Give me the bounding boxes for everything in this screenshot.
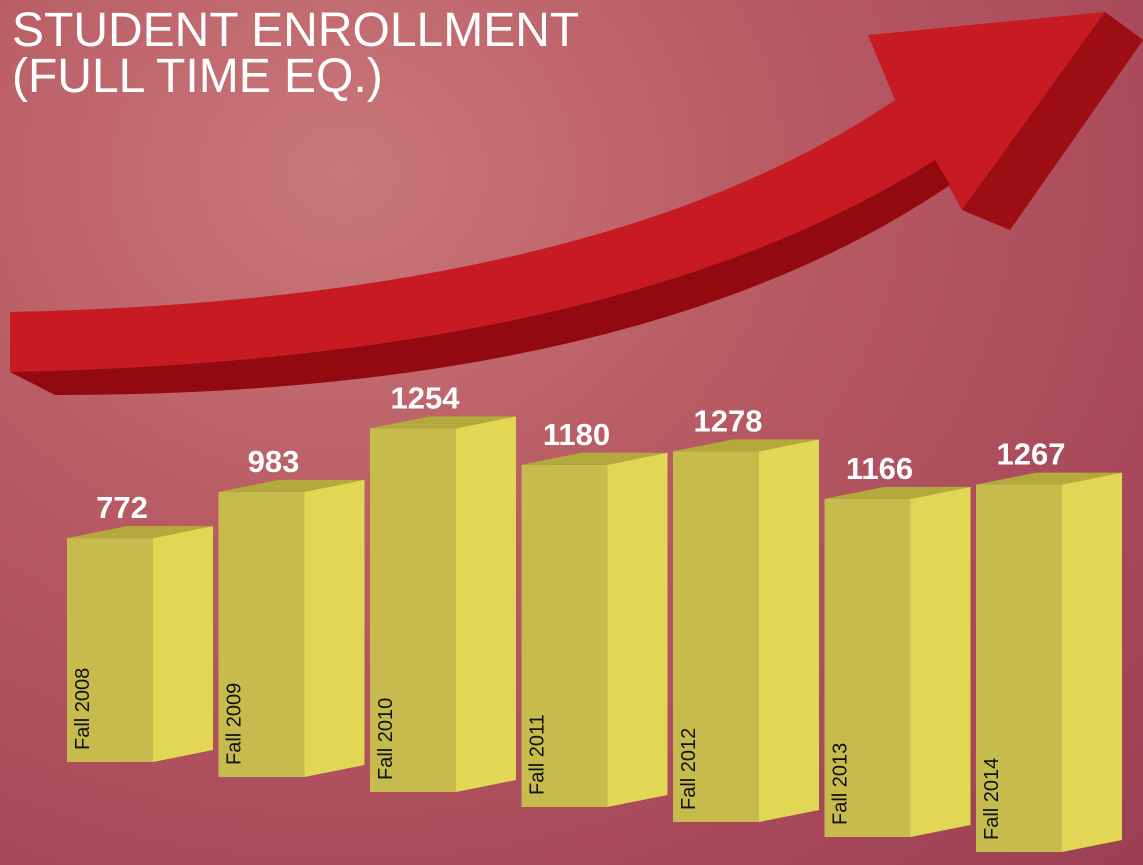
x-tick-label: Fall 2009 — [224, 683, 246, 765]
x-tick-label: Fall 2014 — [981, 758, 1003, 840]
value-label: 772 — [96, 490, 148, 525]
x-tick-label: Fall 2012 — [678, 728, 700, 810]
chart-title: STUDENT ENROLLMENT (FULL TIME EQ.) — [12, 8, 652, 100]
bar-side — [1062, 473, 1122, 852]
bar-side — [305, 480, 365, 777]
bar-side — [456, 416, 516, 792]
bar-side — [608, 453, 668, 807]
x-tick-label: Fall 2013 — [830, 743, 852, 825]
value-label: 1267 — [997, 437, 1066, 472]
x-tick-label: Fall 2008 — [72, 668, 94, 750]
value-label: 1254 — [391, 380, 461, 415]
value-label: 1180 — [543, 417, 610, 452]
x-tick-label: Fall 2010 — [375, 698, 397, 780]
bar-side — [911, 487, 971, 837]
slide: 772 Fall 2008 983 Fall 2009 1254 Fall 2010 118… — [0, 0, 1143, 865]
chart: 772 Fall 2008 983 Fall 2009 1254 Fall 2010 118… — [0, 0, 1143, 865]
value-label: 1278 — [694, 403, 763, 438]
value-label: 983 — [248, 444, 300, 479]
bar-side — [759, 439, 819, 822]
x-tick-label: Fall 2011 — [527, 714, 549, 795]
value-label: 1166 — [846, 451, 913, 486]
bar-side — [153, 526, 213, 762]
